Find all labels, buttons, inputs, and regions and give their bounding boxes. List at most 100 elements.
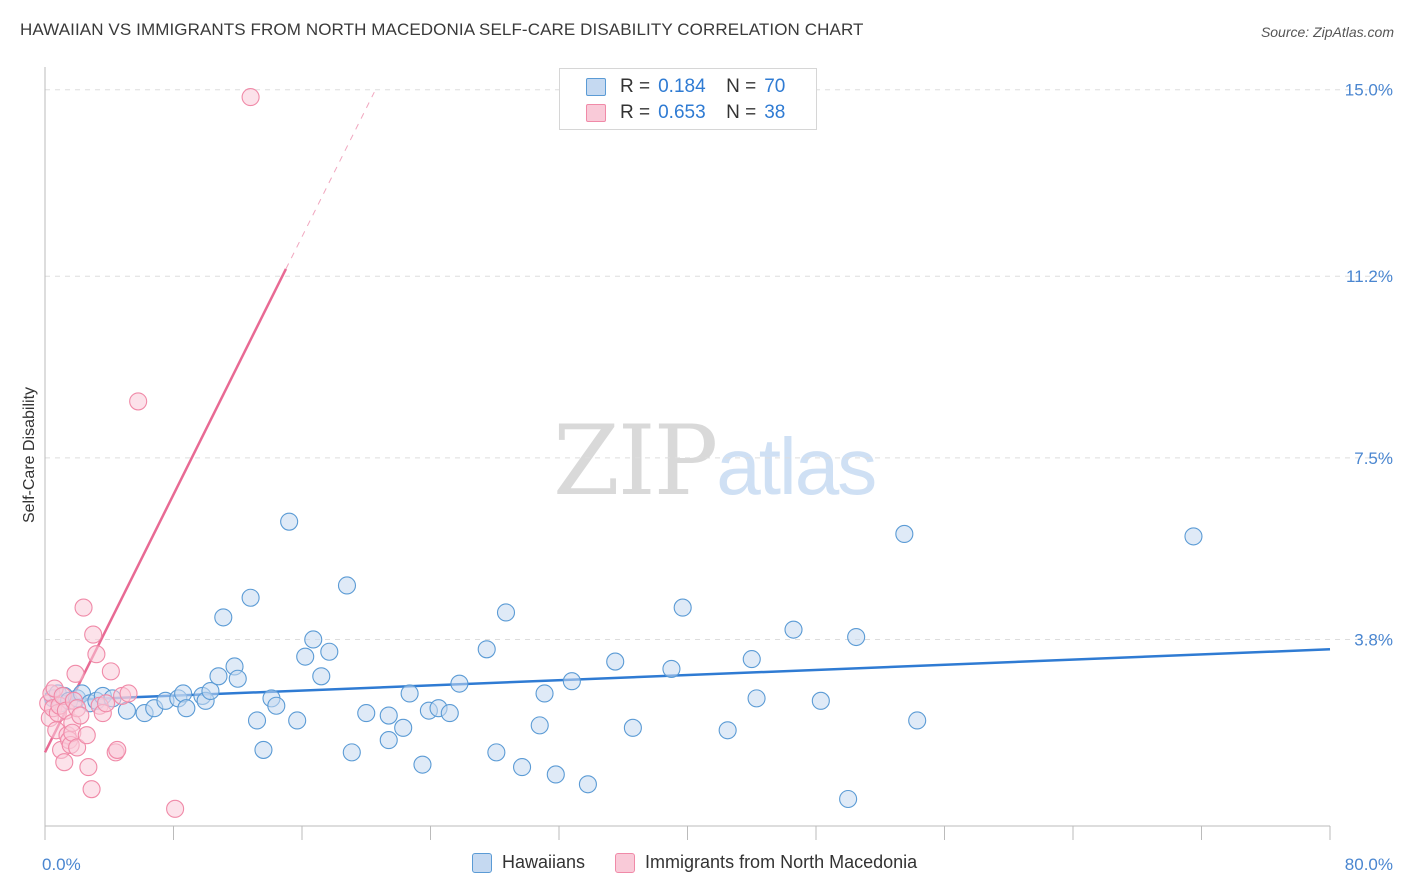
axes [44, 67, 1331, 840]
hawaiian-point [811, 691, 830, 710]
tick-labels: 3.8% 7.5% 11.2% 15.0% 0.0% 80.0% [42, 81, 1393, 874]
legend-swatch-blue [586, 78, 606, 96]
hawaiian-point [440, 704, 459, 723]
macedonia-point [129, 392, 148, 411]
y-tick-label: 15.0% [1345, 81, 1393, 100]
hawaiian-point [847, 627, 866, 647]
hawaiian-point [174, 684, 193, 703]
hawaiian-point [487, 743, 506, 762]
hawaiian-point [267, 696, 286, 715]
macedonia-point [119, 684, 138, 703]
hawaiian-point [342, 743, 361, 762]
hawaiian-point [413, 755, 432, 774]
macedonia-point [108, 740, 127, 759]
hawaiian-point [562, 672, 581, 691]
macedonia-point [71, 706, 90, 725]
hawaiian-point [513, 758, 532, 777]
hawaiian-point [578, 775, 597, 794]
trend-lines [43, 91, 1331, 753]
hawaiian-point [241, 588, 260, 607]
legend-r-key: R = [620, 76, 651, 97]
legend-r-value: 0.653 [658, 102, 706, 123]
legend-item-hawaiians[interactable]: Hawaiians [472, 852, 585, 873]
hawaiian-point [606, 652, 625, 671]
correlation-legend: R = 0.184 N = 70 R = 0.653 N = 38 [559, 68, 817, 130]
legend-swatch-pink [615, 852, 636, 873]
macedonia-point [82, 780, 101, 799]
hawaiian-point [718, 721, 737, 740]
hawaiian-point [254, 740, 273, 759]
hawaiian-point [895, 524, 914, 543]
hawaiian-point [623, 718, 642, 737]
hawaiian-point [379, 731, 398, 750]
legend-r-value: 0.184 [658, 76, 706, 97]
hawaiian-point [400, 684, 419, 703]
x-tick-label: 0.0% [42, 855, 81, 874]
hawaiian-point [546, 765, 565, 784]
legend-swatch-blue [472, 852, 492, 873]
hawaiian-point [530, 716, 549, 735]
legend-row-hawaiians: R = 0.184 N = 70 [586, 75, 785, 99]
hawaiian-point [1184, 527, 1203, 546]
y-tick-label: 7.5% [1354, 449, 1393, 468]
macedonia-point [166, 799, 185, 818]
hawaiian-point [394, 718, 413, 737]
legend-swatch-pink [586, 104, 606, 122]
legend-label: Hawaiians [502, 852, 586, 872]
legend-n-value: 70 [764, 76, 786, 97]
watermark-atlas: atlas [716, 422, 877, 511]
macedonia-point [55, 753, 74, 772]
hawaiian-point [280, 512, 299, 531]
hawaiian-point [379, 706, 398, 725]
chart-title: HAWAIIAN VS IMMIGRANTS FROM NORTH MACEDO… [20, 20, 864, 39]
legend-n-key: N = [726, 102, 757, 123]
gridlines [45, 89, 1395, 640]
hawaiian-point [662, 659, 681, 678]
macedonia-trend-line [43, 268, 288, 753]
hawaiian-trend-line [44, 648, 1331, 703]
macedonia-point [96, 694, 116, 713]
hawaiian-point [288, 711, 307, 730]
hawaiian-point [228, 669, 247, 688]
hawaiian-point [747, 689, 766, 708]
y-axis-label: Self-Care Disability [21, 386, 38, 524]
legend-n-value: 38 [764, 102, 786, 123]
macedonia-point [68, 738, 87, 757]
hawaiian-point [477, 640, 496, 659]
macedonia-point [77, 726, 96, 745]
hawaiian-point [177, 699, 196, 718]
macedonia-point [74, 598, 93, 617]
hawaiian-point [908, 711, 927, 730]
y-tick-label: 11.2% [1346, 267, 1393, 286]
hawaiian-point [201, 681, 220, 701]
macedonia-point [101, 662, 120, 681]
hawaiian-point [839, 789, 858, 809]
watermark-zip: ZIP [553, 405, 718, 517]
hawaiian-point [742, 650, 761, 669]
hawaiian-point [673, 598, 692, 617]
macedonia-point [241, 88, 260, 107]
hawaiian-point [784, 620, 803, 639]
hawaiian-point [450, 674, 469, 693]
x-tick-label: 80.0% [1345, 855, 1393, 874]
source-label: Source: ZipAtlas.com [1260, 24, 1394, 40]
y-tick-label: 3.8% [1354, 630, 1393, 649]
hawaiian-point [209, 667, 228, 686]
watermark: ZIPatlas [553, 405, 877, 517]
macedonia-point [84, 625, 103, 644]
hawaiian-point [214, 608, 233, 627]
series-legend: Hawaiians Immigrants from North Macedoni… [472, 852, 947, 873]
hawaiian-point [320, 642, 339, 661]
legend-item-macedonia[interactable]: Immigrants from North Macedonia [615, 852, 917, 873]
hawaiian-point [247, 711, 267, 730]
macedonia-trend-extension [285, 91, 375, 270]
legend-n-key: N = [726, 76, 757, 97]
macedonia-point [66, 664, 85, 683]
hawaiian-point [337, 576, 357, 595]
macedonia-point [79, 758, 98, 777]
data-points [39, 88, 1203, 818]
legend-r-key: R = [620, 102, 651, 123]
hawaiian-point [496, 603, 516, 622]
legend-label: Immigrants from North Macedonia [645, 852, 918, 872]
